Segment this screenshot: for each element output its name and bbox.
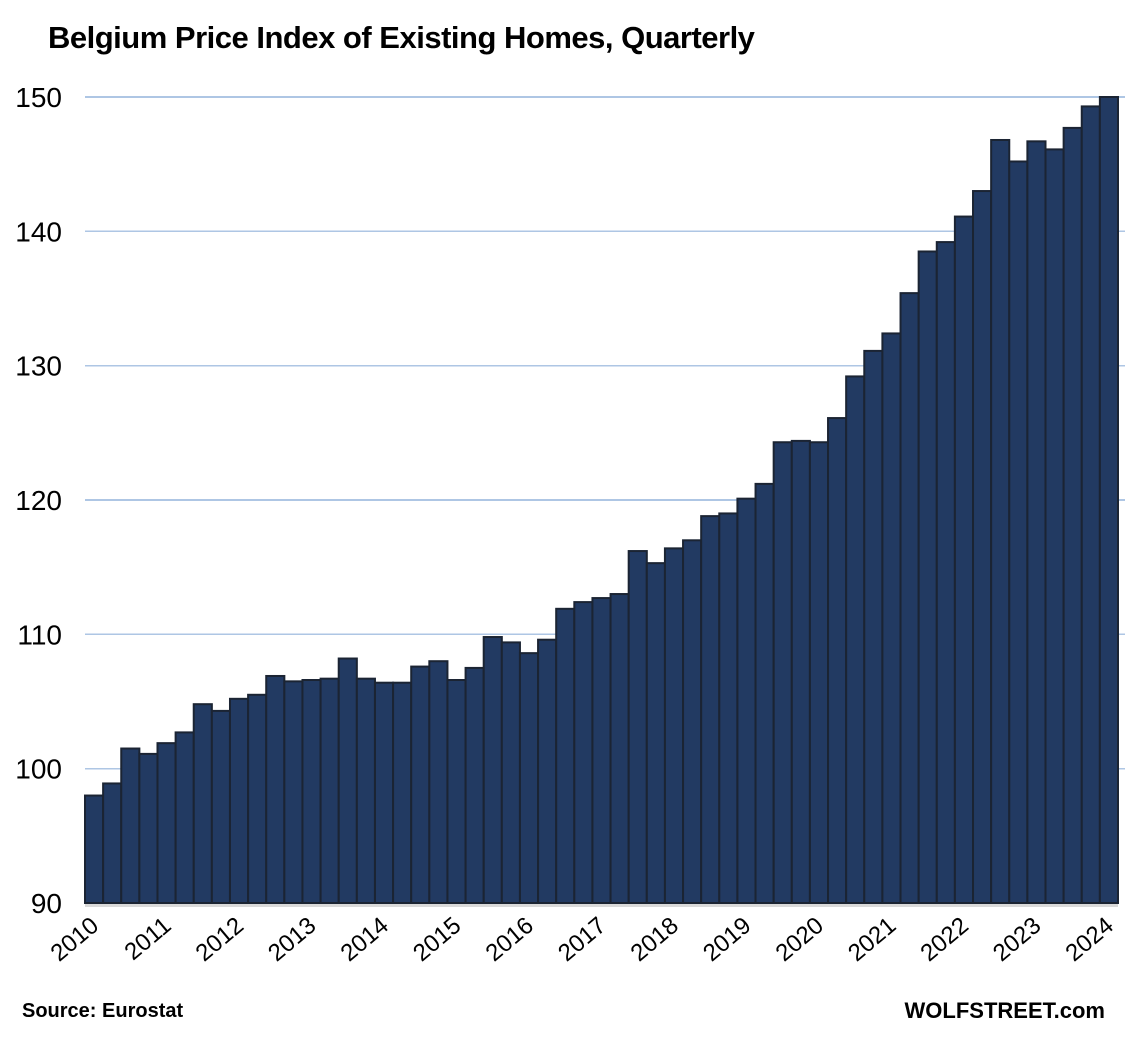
bar-2019-Q3: [772, 441, 793, 904]
bar-2014-Q2: [392, 681, 413, 905]
chart-title: Belgium Price Index of Existing Homes, Q…: [48, 20, 755, 55]
bar-2016-Q3: [555, 607, 576, 904]
bar-2015-Q3: [482, 636, 503, 905]
bar-2013-Q2: [319, 677, 340, 904]
bar-2023-Q3: [1062, 126, 1083, 904]
bar-2022-Q1: [953, 215, 975, 905]
bar-2018-Q4: [718, 512, 739, 905]
x-tick-label-2018: 2018: [626, 912, 684, 967]
bar-2012-Q3: [265, 674, 286, 905]
bar-2014-Q3: [410, 665, 431, 904]
bar-2013-Q4: [355, 677, 376, 904]
bar-2016-Q2: [537, 638, 558, 904]
x-axis-line: [85, 903, 1118, 907]
bar-2015-Q4: [500, 641, 521, 904]
bar-2016-Q4: [573, 601, 594, 904]
source-label: Source: Eurostat: [22, 1000, 184, 1022]
bar-2020-Q3: [845, 375, 866, 904]
brand-label: WOLFSTREET.com: [904, 998, 1105, 1023]
x-tick-label-2020: 2020: [771, 912, 829, 967]
bar-2012-Q2: [247, 693, 268, 904]
bar-2019-Q1: [736, 497, 757, 904]
bar-2011-Q3: [192, 703, 213, 904]
bar-2011-Q1: [156, 742, 177, 904]
y-tick-label-90: 90: [31, 888, 62, 919]
bar-2021-Q2: [899, 292, 920, 905]
bar-2011-Q2: [174, 731, 195, 904]
bar-2017-Q2: [609, 593, 630, 904]
bar-2018-Q3: [700, 515, 721, 904]
bar-2014-Q1: [373, 681, 395, 905]
bar-2020-Q1: [808, 441, 830, 904]
bar-2019-Q2: [754, 482, 775, 904]
x-tick-label-2024: 2024: [1061, 912, 1119, 967]
bar-2018-Q1: [663, 547, 685, 904]
y-tick-label-130: 130: [15, 351, 62, 382]
x-tick-label-2010: 2010: [46, 912, 104, 967]
bar-2019-Q4: [790, 439, 811, 904]
bar-2021-Q4: [935, 241, 956, 904]
bar-2010-Q4: [138, 752, 159, 905]
x-tick-label-2019: 2019: [698, 912, 756, 967]
bar-2021-Q3: [917, 250, 938, 904]
bar-2023-Q1: [1026, 140, 1047, 904]
bar-2023-Q4: [1080, 105, 1101, 905]
x-tick-label-2021: 2021: [843, 912, 901, 967]
bar-2023-Q2: [1044, 148, 1065, 904]
bar-2020-Q4: [863, 349, 884, 904]
x-tick-label-2011: 2011: [120, 912, 177, 966]
bar-2022-Q2: [972, 190, 993, 905]
bar-2020-Q2: [827, 417, 848, 904]
x-tick-label-2022: 2022: [916, 912, 974, 967]
x-tick-label-2014: 2014: [336, 912, 394, 967]
y-tick-label-140: 140: [15, 216, 62, 247]
bar-2021-Q1: [881, 332, 902, 904]
bar-2014-Q4: [428, 660, 449, 905]
x-tick-label-2015: 2015: [408, 912, 466, 967]
bar-2011-Q4: [210, 709, 231, 904]
bar-2015-Q1: [446, 679, 467, 904]
bar-2016-Q1: [518, 652, 540, 905]
y-tick-label-120: 120: [15, 485, 62, 516]
bar-2017-Q1: [591, 597, 612, 905]
bar-2022-Q3: [990, 138, 1011, 904]
x-tick-label-2023: 2023: [988, 912, 1046, 967]
x-tick-label-2013: 2013: [263, 912, 321, 967]
bar-2013-Q1: [301, 679, 322, 904]
y-tick-label-100: 100: [15, 754, 62, 785]
bar-2010-Q3: [120, 747, 141, 904]
bar-2012-Q1: [228, 697, 250, 905]
bar-2015-Q2: [464, 666, 485, 905]
bar-2017-Q4: [645, 562, 666, 904]
x-tick-label-2017: 2017: [553, 912, 611, 967]
bar-2022-Q4: [1008, 160, 1029, 905]
bar-2024-Q1: [1098, 96, 1120, 904]
x-tick-label-2012: 2012: [191, 912, 249, 967]
bar-2017-Q3: [627, 550, 648, 905]
y-tick-label-150: 150: [15, 82, 62, 113]
x-tick-label-2016: 2016: [481, 912, 539, 967]
y-tick-label-110: 110: [17, 619, 62, 650]
bar-2010-Q1: [84, 794, 105, 904]
bar-2012-Q4: [283, 680, 304, 904]
bar-2010-Q2: [102, 782, 123, 905]
bar-2018-Q2: [682, 539, 703, 904]
bar-2013-Q3: [337, 657, 358, 904]
